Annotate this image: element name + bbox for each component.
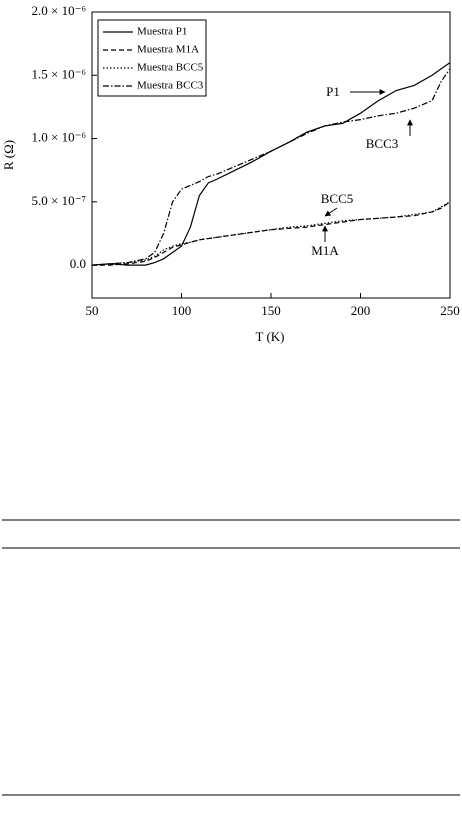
x-axis-label: T (K) <box>255 329 284 344</box>
series-line <box>91 201 451 266</box>
series-line <box>92 201 451 266</box>
x-tick-label: 100 <box>172 303 192 318</box>
y-tick-label: 5.0 × 10⁻⁷ <box>32 193 86 208</box>
annotation-arrow <box>324 207 338 217</box>
annotation: M1A <box>311 243 339 258</box>
y-tick-label: 1.5 × 10⁻⁶ <box>32 66 86 81</box>
y-tick-label: 2.0 × 10⁻⁶ <box>32 3 86 18</box>
y-tick-label: 1.0 × 10⁻⁶ <box>32 130 86 145</box>
x-tick-label: 250 <box>440 303 460 318</box>
annotation: BCC3 <box>366 136 399 151</box>
y-tick-label: 0.0 <box>70 256 86 271</box>
y-axis-label: R (Ω) <box>1 140 16 170</box>
x-tick-label: 50 <box>86 303 99 318</box>
x-tick-label: 150 <box>261 303 281 318</box>
legend-label: Muestra BCC5 <box>137 62 204 74</box>
series-line <box>91 68 451 266</box>
legend-box <box>97 19 207 97</box>
legend-label: Muestra BCC3 <box>137 80 204 92</box>
legend: Muestra P1 Muestra M1A Muestra BCC5 Muestra… <box>97 19 207 97</box>
annotation: P1 <box>326 84 340 99</box>
legend-label: Muestra P1 <box>137 26 187 38</box>
x-tick-label: 200 <box>351 303 371 318</box>
series-line <box>91 62 451 266</box>
annotation: BCC5 <box>321 191 354 206</box>
legend-label: Muestra M1A <box>137 44 199 56</box>
